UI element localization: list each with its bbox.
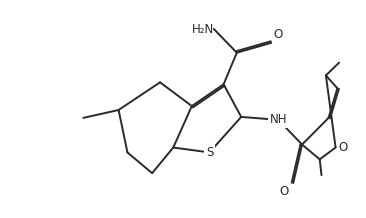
Text: NH: NH: [269, 113, 287, 126]
Text: H₂N: H₂N: [192, 22, 214, 36]
Text: O: O: [280, 185, 289, 198]
Text: O: O: [273, 28, 282, 41]
Text: S: S: [206, 146, 213, 159]
Text: O: O: [339, 141, 348, 154]
